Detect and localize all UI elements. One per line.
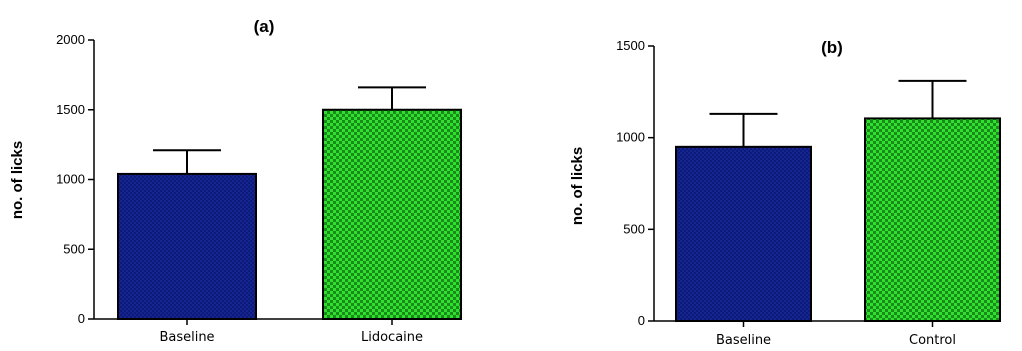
panel-b-ytick-label: 0 <box>638 313 645 328</box>
panel-a-title: (a) <box>254 17 275 36</box>
panel-b: (b) no. of licks 0 500 1000 1500 Baseline Co… <box>569 38 1001 348</box>
panel-a-ytick-label: 1000 <box>56 172 85 187</box>
panel-b-title: (b) <box>821 38 843 57</box>
panel-b-ytick-label: 1000 <box>616 130 645 145</box>
panel-b-bar-control <box>864 117 1001 322</box>
panel-b-xtick-label: Control <box>909 333 956 348</box>
panel-b-ytick-label: 1500 <box>616 38 645 53</box>
panel-a-ytick-label: 0 <box>78 311 85 326</box>
panel-a-bar-lidocaine <box>322 108 462 320</box>
panel-a-ytick-label: 2000 <box>56 32 85 47</box>
panel-b-xtick-label: Baseline <box>716 333 771 348</box>
panel-a-xtick-label: Lidocaine <box>361 330 423 345</box>
panel-a-ytick-label: 500 <box>63 241 85 256</box>
panel-a-y-axis-title: no. of licks <box>9 141 26 219</box>
panel-b-bar-baseline <box>675 145 812 322</box>
panel-b-ytick-label: 500 <box>623 221 645 236</box>
panel-a: (a) no. of licks 0 500 1000 1500 2000 Baseli… <box>9 17 462 345</box>
panel-b-y-axis-title: no. of licks <box>569 147 586 225</box>
panel-a-ytick-label: 1500 <box>56 102 85 117</box>
panel-a-xtick-label: Baseline <box>159 330 214 345</box>
panel-a-bar-baseline <box>117 172 257 320</box>
